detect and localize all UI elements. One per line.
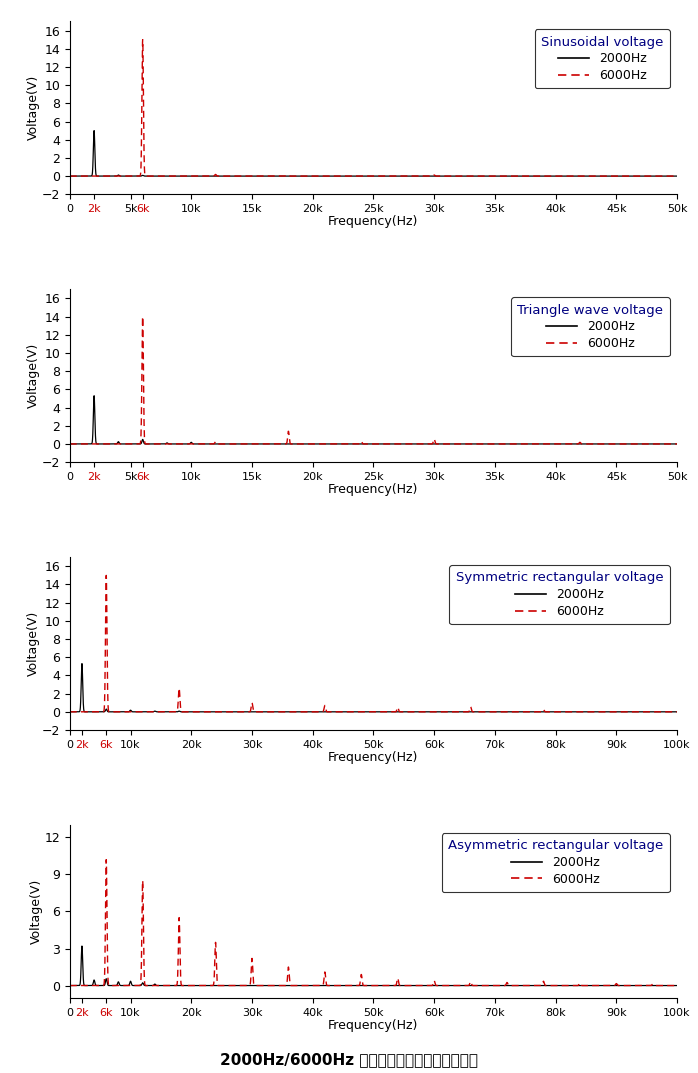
2000Hz (203, 705, 211, 718)
6000Hz (66, 438, 74, 451)
6000Hz (138, 310, 147, 323)
2000Hz (285, 438, 294, 451)
2000Hz (673, 170, 681, 182)
6000Hz (549, 705, 557, 718)
6000Hz (452, 438, 460, 451)
2000Hz (66, 438, 74, 451)
Y-axis label: Voltage(V): Voltage(V) (27, 611, 40, 676)
X-axis label: Frequency(Hz): Frequency(Hz) (328, 751, 419, 764)
2000Hz (96, 979, 105, 991)
6000Hz (285, 705, 294, 718)
Line: 2000Hz: 2000Hz (70, 946, 677, 985)
2000Hz (90, 124, 98, 137)
Line: 6000Hz: 6000Hz (70, 317, 677, 444)
6000Hz (425, 979, 433, 991)
6000Hz (425, 170, 433, 182)
Text: 2000Hz/6000Hz 下不同激励波形的电压频谱图: 2000Hz/6000Hz 下不同激励波形的电压频谱图 (220, 1053, 478, 1068)
6000Hz (549, 170, 557, 182)
6000Hz (516, 705, 524, 718)
2000Hz (516, 438, 524, 451)
Line: 2000Hz: 2000Hz (70, 131, 677, 176)
2000Hz (66, 170, 74, 182)
6000Hz (102, 569, 110, 582)
6000Hz (452, 979, 460, 991)
6000Hz (66, 705, 74, 718)
6000Hz (673, 170, 681, 182)
2000Hz (425, 705, 433, 718)
Line: 6000Hz: 6000Hz (70, 40, 677, 176)
2000Hz (96, 170, 105, 182)
2000Hz (452, 438, 460, 451)
6000Hz (516, 170, 524, 182)
6000Hz (285, 435, 294, 447)
2000Hz (516, 979, 524, 991)
2000Hz (549, 170, 557, 182)
2000Hz (452, 705, 460, 718)
2000Hz (285, 705, 294, 718)
2000Hz (673, 979, 681, 991)
2000Hz (66, 705, 74, 718)
Legend: 2000Hz, 6000Hz: 2000Hz, 6000Hz (442, 833, 669, 892)
6000Hz (516, 979, 524, 991)
2000Hz (425, 979, 433, 991)
6000Hz (673, 979, 681, 991)
Legend: 2000Hz, 6000Hz: 2000Hz, 6000Hz (511, 297, 669, 356)
Line: 2000Hz: 2000Hz (70, 663, 677, 711)
2000Hz (285, 170, 294, 182)
6000Hz (425, 438, 433, 451)
2000Hz (425, 170, 433, 182)
2000Hz (425, 438, 433, 451)
2000Hz (516, 705, 524, 718)
6000Hz (96, 438, 105, 451)
2000Hz (549, 438, 557, 451)
2000Hz (179, 979, 187, 991)
6000Hz (66, 170, 74, 182)
Line: 2000Hz: 2000Hz (70, 396, 677, 444)
X-axis label: Frequency(Hz): Frequency(Hz) (328, 216, 419, 229)
6000Hz (96, 170, 105, 182)
X-axis label: Frequency(Hz): Frequency(Hz) (328, 483, 419, 496)
2000Hz (167, 170, 175, 182)
Line: 6000Hz: 6000Hz (70, 575, 677, 711)
Legend: 2000Hz, 6000Hz: 2000Hz, 6000Hz (450, 565, 669, 624)
6000Hz (452, 705, 460, 718)
6000Hz (138, 33, 147, 46)
6000Hz (549, 979, 557, 991)
6000Hz (425, 705, 433, 718)
2000Hz (90, 389, 98, 402)
6000Hz (96, 705, 105, 718)
X-axis label: Frequency(Hz): Frequency(Hz) (328, 1019, 419, 1032)
2000Hz (673, 705, 681, 718)
2000Hz (215, 438, 223, 451)
2000Hz (452, 979, 460, 991)
Y-axis label: Voltage(V): Voltage(V) (27, 75, 40, 141)
2000Hz (77, 940, 86, 953)
6000Hz (66, 979, 74, 991)
Y-axis label: Voltage(V): Voltage(V) (27, 343, 40, 409)
6000Hz (96, 979, 105, 991)
6000Hz (452, 170, 460, 182)
2000Hz (96, 705, 105, 718)
2000Hz (516, 170, 524, 182)
6000Hz (549, 438, 557, 451)
2000Hz (96, 438, 105, 451)
2000Hz (77, 657, 86, 670)
2000Hz (285, 979, 294, 991)
6000Hz (285, 975, 294, 988)
2000Hz (549, 979, 557, 991)
6000Hz (516, 438, 524, 451)
Line: 6000Hz: 6000Hz (70, 859, 677, 985)
6000Hz (673, 705, 681, 718)
2000Hz (452, 170, 460, 182)
Y-axis label: Voltage(V): Voltage(V) (30, 879, 43, 944)
2000Hz (673, 438, 681, 451)
2000Hz (549, 705, 557, 718)
6000Hz (285, 170, 294, 182)
6000Hz (673, 438, 681, 451)
Legend: 2000Hz, 6000Hz: 2000Hz, 6000Hz (535, 29, 669, 88)
2000Hz (66, 979, 74, 991)
6000Hz (102, 853, 110, 866)
